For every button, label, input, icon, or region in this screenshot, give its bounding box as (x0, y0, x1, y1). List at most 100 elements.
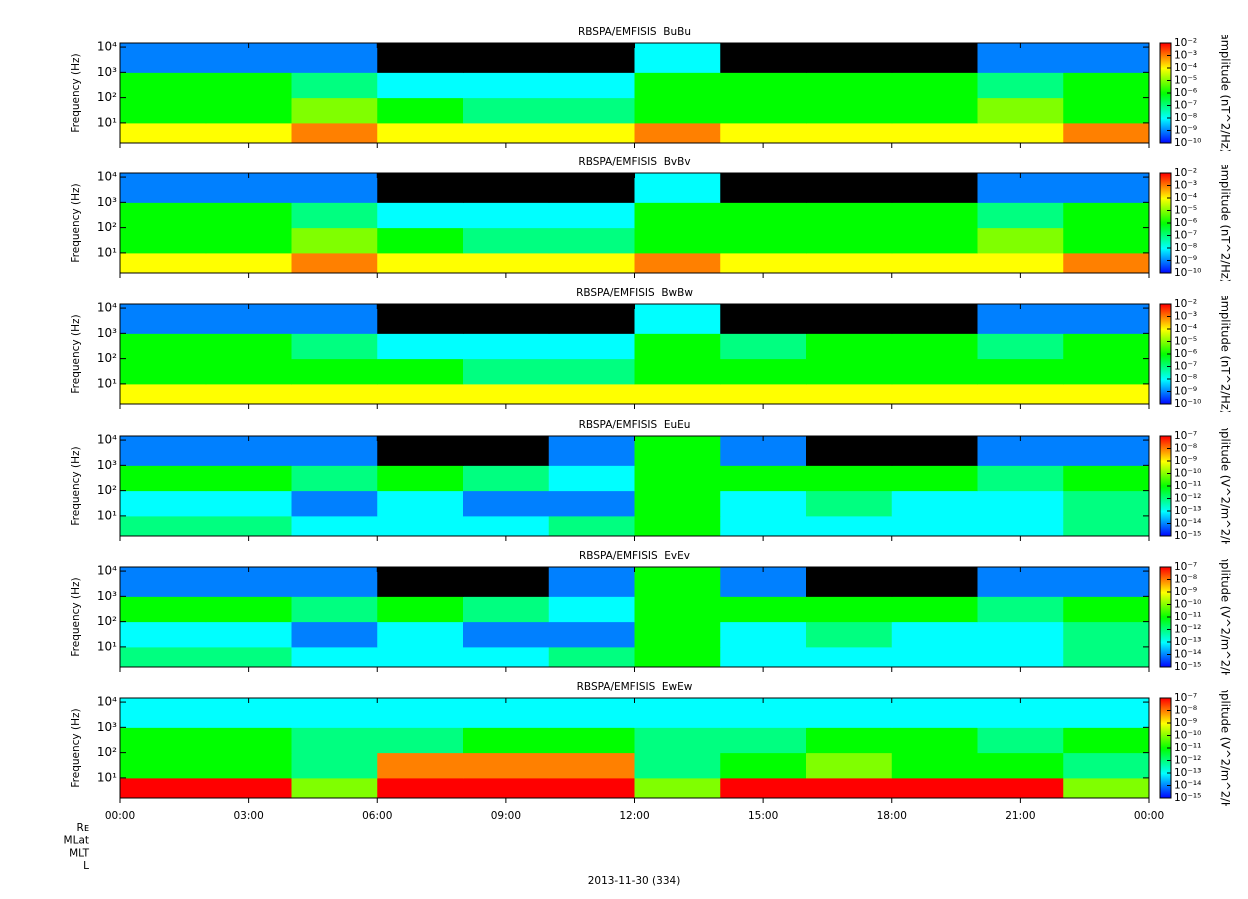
panel: RBSPA/EMFISIS EuEu Frequency (Hz) 10¹ 10² 10… (70, 419, 1233, 544)
colorbar-slice (1160, 217, 1171, 220)
colorbar-tick-label: 10⁻⁴ (1174, 192, 1197, 204)
colorbar-slice (1160, 758, 1171, 761)
spectrogram-cell (120, 227, 207, 254)
colorbar-slice (1160, 87, 1171, 90)
spectrogram-cell (377, 72, 464, 99)
colorbar-tick-label: 10⁻² (1174, 37, 1197, 49)
y-tick-label: 10¹ (97, 376, 117, 390)
colorbar-slice (1160, 736, 1171, 739)
colorbar-slice (1160, 368, 1171, 371)
spectrogram-cell (977, 122, 1064, 144)
colorbar-slice (1160, 738, 1171, 741)
spectrogram-cell (205, 490, 292, 517)
colorbar-tick-label: 10⁻⁴ (1174, 62, 1197, 74)
colorbar-tick-label: 10⁻⁵ (1174, 75, 1197, 87)
colorbar-slice (1160, 613, 1171, 616)
colorbar-tick-label: 10⁻¹¹ (1174, 480, 1201, 492)
spectrogram-cell (377, 358, 464, 385)
colorbar-slice (1160, 318, 1171, 321)
spectrogram-cell (463, 383, 550, 405)
panel-title: RBSPA/EMFISIS BuBu (578, 26, 691, 38)
colorbar-slice (1160, 621, 1171, 624)
x-tick-label: 21:00 (1005, 810, 1035, 822)
spectrogram-cell (120, 621, 207, 648)
spectrogram-cell (120, 383, 207, 405)
colorbar-slice (1160, 516, 1171, 519)
colorbar-slice (1160, 647, 1171, 650)
spectrogram-cell (377, 252, 464, 274)
spectrogram-cell (205, 227, 292, 254)
colorbar-slice (1160, 237, 1171, 240)
colorbar-label: amplitude (nT^2/Hz) (1219, 163, 1233, 284)
spectrogram-cell (377, 436, 464, 466)
colorbar-tick-label: 10⁻² (1174, 167, 1197, 179)
colorbar-slice (1160, 732, 1171, 735)
colorbar-slice (1160, 508, 1171, 511)
spectrogram-cell (1063, 621, 1150, 648)
spectrogram-cell (1063, 252, 1150, 274)
colorbar-label: amplitude (nT^2/Hz) (1219, 33, 1233, 154)
spectrogram-cell (634, 490, 721, 517)
spectrogram-cell (548, 252, 635, 274)
colorbar-slice (1160, 607, 1171, 610)
y-tick-label: 10¹ (97, 508, 117, 522)
colorbar-tick-label: 10⁻¹¹ (1174, 742, 1201, 754)
spectrogram-cell (720, 490, 807, 517)
colorbar-slice (1160, 583, 1171, 586)
spectrogram-cell (120, 567, 207, 597)
colorbar-slice (1160, 601, 1171, 604)
colorbar-tick-label: 10⁻² (1174, 298, 1197, 310)
spectrogram-cell (463, 596, 550, 623)
colorbar-slice (1160, 490, 1171, 493)
colorbar-slice (1160, 762, 1171, 765)
colorbar-slice (1160, 615, 1171, 618)
colorbar-tick-label: 10⁻¹² (1174, 755, 1201, 767)
spectrogram-cell (291, 515, 378, 537)
colorbar-slice (1160, 444, 1171, 447)
colorbar-slice (1160, 129, 1171, 132)
spectrogram-cell (806, 333, 893, 360)
spectrogram-cell (548, 383, 635, 405)
colorbar-slice (1160, 81, 1171, 84)
colorbar-slice (1160, 231, 1171, 234)
colorbar-slice (1160, 726, 1171, 729)
colorbar-slice (1160, 577, 1171, 580)
colorbar-slice (1160, 322, 1171, 325)
spectrogram-cell (806, 436, 893, 466)
colorbar-label-group: amplitude (V^2/m^2/Hz) (1219, 690, 1233, 806)
spectrogram-cell (120, 515, 207, 537)
spectrogram-cell (891, 252, 978, 274)
spectrogram-cell (291, 698, 378, 728)
colorbar-slice (1160, 776, 1171, 779)
spectrogram-cell (120, 122, 207, 144)
colorbar-slice (1160, 75, 1171, 78)
spectrogram-cell (291, 173, 378, 203)
spectrogram-cell (977, 465, 1064, 492)
colorbar-slice (1160, 528, 1171, 531)
spectrogram-cell (806, 698, 893, 728)
panel-title: RBSPA/EMFISIS BwBw (576, 287, 693, 299)
y-axis-label: Frequency (Hz) (70, 577, 82, 656)
colorbar-slice (1160, 462, 1171, 465)
spectrogram-cell (634, 227, 721, 254)
panel-title: RBSPA/EMFISIS EwEw (577, 681, 693, 693)
colorbar-slice (1160, 386, 1171, 389)
spectrogram-cell (291, 97, 378, 124)
colorbar-slice (1160, 261, 1171, 264)
colorbar-slice (1160, 97, 1171, 100)
spectrogram-cell (291, 621, 378, 648)
spectrogram-cell (806, 727, 893, 754)
colorbar-tick-label: 10⁻¹⁰ (1174, 730, 1201, 742)
spectrogram-cell (977, 358, 1064, 385)
colorbar-slice (1160, 312, 1171, 315)
colorbar-slice (1160, 619, 1171, 622)
y-tick-label: 10² (97, 745, 117, 759)
colorbar-tick-label: 10⁻⁷ (1174, 100, 1197, 112)
colorbar-slice (1160, 65, 1171, 68)
spectrogram-cell (463, 727, 550, 754)
colorbar-slice (1160, 702, 1171, 705)
colorbar-slice (1160, 764, 1171, 767)
spectrogram-cell (120, 727, 207, 754)
spectrogram-cell (120, 252, 207, 274)
spectrogram-cell (463, 358, 550, 385)
